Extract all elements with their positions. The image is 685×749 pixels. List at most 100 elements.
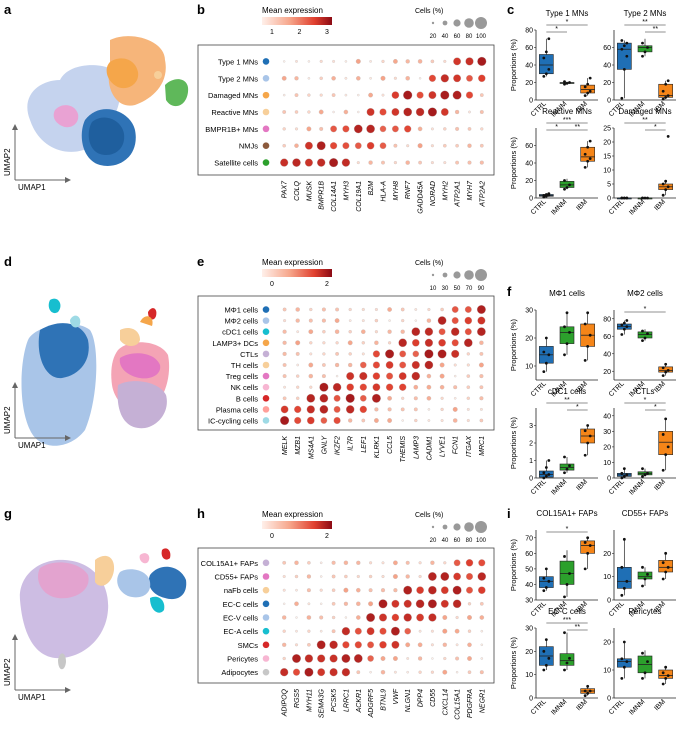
expression-dot bbox=[372, 383, 381, 392]
box-ibm bbox=[658, 560, 673, 573]
row-label: Reactive MNs bbox=[211, 108, 258, 117]
expression-dot bbox=[342, 125, 350, 133]
expression-dot bbox=[341, 668, 351, 677]
expression-dot bbox=[356, 601, 361, 606]
gene-label: THEMIS bbox=[400, 436, 407, 463]
significance-label: *** bbox=[563, 617, 571, 624]
expression-dot bbox=[385, 349, 395, 359]
row-label: BMPR1B+ MNs bbox=[205, 125, 258, 134]
expression-dot bbox=[335, 352, 339, 356]
y-tick-label: 20 bbox=[603, 80, 611, 87]
row-label: MΦ2 cells bbox=[225, 317, 259, 326]
data-point bbox=[568, 656, 571, 660]
y-tick-label: 20 bbox=[603, 140, 611, 147]
expression-dot bbox=[283, 385, 286, 389]
expression-dot bbox=[466, 407, 470, 411]
data-point bbox=[666, 674, 670, 677]
expression-dot bbox=[453, 572, 461, 581]
y-tick-label: 20 bbox=[603, 551, 611, 558]
panel-label-a: a bbox=[4, 2, 12, 17]
row-color-dot bbox=[262, 655, 270, 662]
y-tick-label: 40 bbox=[603, 351, 611, 358]
data-point bbox=[643, 336, 647, 340]
expression-dot bbox=[329, 142, 338, 150]
significance-label: * bbox=[654, 124, 657, 131]
size-legend-dot bbox=[464, 270, 474, 280]
expression-dot bbox=[282, 588, 286, 592]
expression-dot bbox=[354, 142, 362, 150]
expression-dot bbox=[321, 318, 326, 323]
gene-label: ADIPOQ bbox=[282, 688, 289, 717]
data-point bbox=[583, 359, 587, 362]
data-point bbox=[563, 187, 566, 191]
y-tick-label: 40 bbox=[603, 63, 611, 70]
significance-label: * bbox=[555, 124, 558, 131]
row-color-dot bbox=[262, 142, 270, 150]
gene-label: RGS5 bbox=[294, 689, 301, 708]
data-point bbox=[544, 466, 548, 469]
gene-label: RNF7 bbox=[405, 180, 412, 199]
expression-dot bbox=[430, 144, 434, 148]
y-tick-label: 60 bbox=[603, 45, 611, 52]
data-point bbox=[542, 649, 546, 653]
expression-dot bbox=[453, 363, 457, 367]
expression-dot bbox=[319, 393, 329, 403]
data-point bbox=[583, 429, 587, 433]
size-legend-tick: 100 bbox=[476, 538, 487, 544]
expression-dot bbox=[295, 340, 301, 346]
expression-dot bbox=[369, 670, 372, 674]
gene-label: COLQ bbox=[294, 180, 301, 200]
row-color-dot bbox=[262, 339, 270, 347]
expression-dot bbox=[307, 561, 311, 565]
colorbar-tick: 2 bbox=[325, 281, 329, 288]
expression-dot bbox=[479, 407, 483, 411]
expression-dot bbox=[466, 419, 470, 422]
expression-dot bbox=[359, 394, 367, 402]
expression-dot bbox=[282, 93, 286, 97]
gene-label: ACKR1 bbox=[356, 689, 363, 713]
expression-dot bbox=[426, 373, 432, 379]
expression-dot bbox=[399, 361, 407, 369]
umap-d: UMAP1 UMAP2 bbox=[3, 298, 170, 450]
expression-dot bbox=[322, 329, 326, 334]
expression-dot bbox=[361, 307, 365, 312]
gene-label: FCN1 bbox=[453, 436, 460, 454]
significance-label: * bbox=[654, 404, 657, 411]
expression-dot bbox=[477, 327, 486, 337]
row-label: IC-cycling cells bbox=[208, 416, 258, 425]
row-label: Type 2 MNs bbox=[218, 74, 258, 83]
expression-dot bbox=[371, 393, 381, 403]
data-point bbox=[588, 434, 592, 438]
data-point bbox=[625, 41, 629, 45]
expression-dot bbox=[366, 613, 376, 622]
expression-dot bbox=[385, 383, 394, 391]
expression-dot bbox=[415, 599, 425, 609]
colorbar-tick: 0 bbox=[270, 281, 274, 288]
colorbar-title: Mean expression bbox=[262, 258, 323, 267]
x-tick-label: IMNM bbox=[628, 198, 646, 216]
expression-dot bbox=[466, 374, 471, 378]
expression-dot bbox=[294, 643, 299, 647]
panel-label-i: i bbox=[507, 506, 511, 521]
expression-dot bbox=[308, 373, 313, 379]
data-point bbox=[620, 47, 624, 51]
data-point bbox=[583, 689, 587, 693]
significance-label: ** bbox=[575, 624, 581, 631]
expression-dot bbox=[416, 91, 424, 99]
expression-dot bbox=[356, 670, 361, 675]
expression-dot bbox=[295, 351, 300, 356]
expression-dot bbox=[430, 643, 434, 647]
data-point bbox=[542, 193, 546, 197]
gene-label: MYH2 bbox=[442, 181, 449, 201]
expression-dot bbox=[357, 93, 360, 97]
colorbar-tick: 2 bbox=[298, 29, 302, 36]
data-point bbox=[620, 657, 624, 661]
expression-dot bbox=[391, 91, 400, 99]
expression-dot bbox=[307, 110, 311, 114]
expression-dot bbox=[479, 160, 484, 165]
gene-label: GADD45A bbox=[418, 181, 425, 214]
dotplot-e: Mean expression 0 2 Cells (%) 10 30 50 70 90 MΦ1 … bbox=[197, 258, 495, 463]
expression-dot bbox=[386, 372, 394, 380]
